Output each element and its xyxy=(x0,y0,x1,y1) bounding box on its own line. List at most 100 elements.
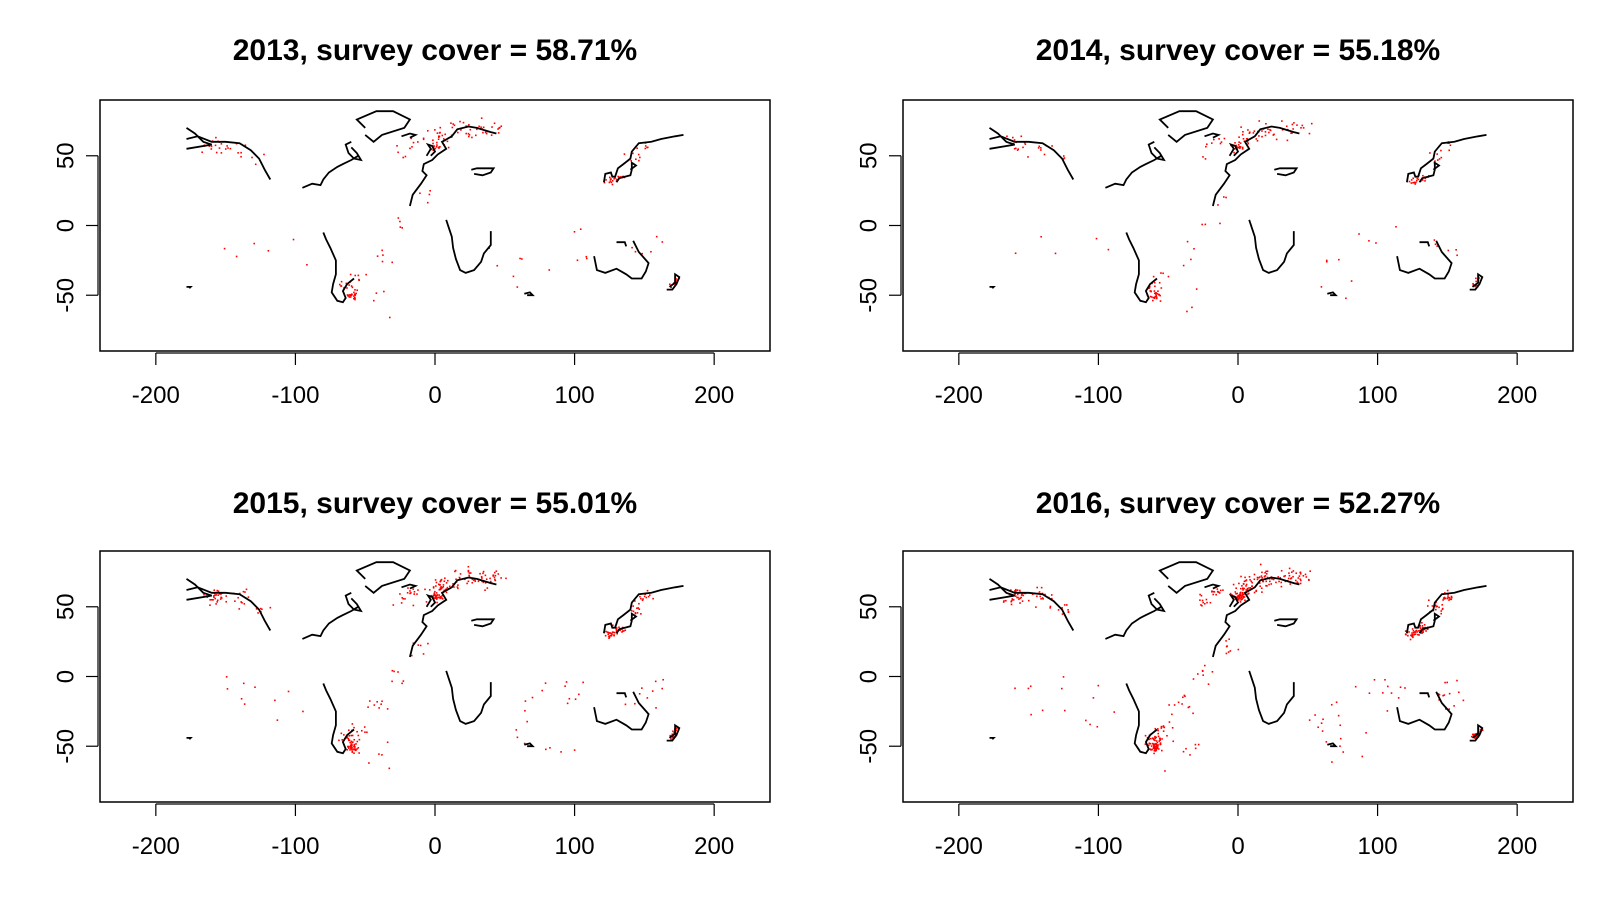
survey-point xyxy=(1040,586,1043,589)
survey-point xyxy=(484,131,487,134)
survey-point xyxy=(1350,280,1353,282)
y-tick-label: -50 xyxy=(856,278,883,313)
survey-point xyxy=(443,580,446,583)
survey-point xyxy=(439,580,442,583)
survey-point xyxy=(1236,596,1239,598)
survey-point xyxy=(1249,587,1252,589)
survey-point xyxy=(1412,631,1415,634)
survey-point xyxy=(1415,181,1417,184)
survey-point xyxy=(1325,259,1328,262)
survey-point xyxy=(1440,149,1442,152)
survey-point xyxy=(444,133,447,136)
survey-point xyxy=(1444,681,1446,684)
survey-point xyxy=(240,697,243,700)
survey-point xyxy=(219,598,222,600)
survey-point xyxy=(274,699,276,702)
survey-point xyxy=(632,605,634,607)
survey-point xyxy=(1199,599,1201,601)
x-tick-label: -100 xyxy=(1074,833,1122,860)
survey-point xyxy=(251,156,253,159)
survey-point xyxy=(434,597,437,600)
survey-point xyxy=(1067,609,1069,611)
survey-point xyxy=(1412,181,1414,184)
survey-point xyxy=(422,653,425,655)
survey-point xyxy=(1297,577,1300,579)
survey-point xyxy=(655,707,657,709)
survey-point xyxy=(1191,306,1193,309)
coastline xyxy=(1419,241,1431,247)
survey-point xyxy=(424,588,426,591)
survey-point xyxy=(1277,576,1280,578)
survey-point xyxy=(621,631,623,633)
survey-point xyxy=(1245,579,1248,581)
survey-point xyxy=(1157,728,1159,730)
coastline xyxy=(401,583,419,590)
survey-point xyxy=(378,707,380,709)
survey-point xyxy=(432,586,435,589)
survey-point xyxy=(578,693,580,696)
survey-point xyxy=(615,178,618,181)
survey-point xyxy=(1472,283,1475,286)
survey-point xyxy=(302,710,304,713)
survey-point xyxy=(480,117,483,119)
survey-point xyxy=(1248,132,1251,134)
survey-point xyxy=(1470,735,1473,738)
survey-point xyxy=(1223,196,1225,198)
survey-point xyxy=(1250,580,1253,583)
survey-point xyxy=(1421,626,1424,629)
survey-point xyxy=(348,296,351,298)
survey-point xyxy=(576,259,579,262)
survey-point xyxy=(1151,748,1153,751)
survey-point xyxy=(381,249,383,252)
coastline xyxy=(445,670,492,725)
x-axis: -200 -100 0 100 200 xyxy=(132,352,734,409)
survey-point xyxy=(1037,147,1040,149)
survey-point xyxy=(429,189,431,192)
survey-point xyxy=(480,126,482,128)
survey-point xyxy=(435,592,438,594)
survey-point xyxy=(381,700,383,703)
survey-point xyxy=(1067,611,1070,613)
survey-point xyxy=(608,636,611,639)
survey-point xyxy=(440,587,443,590)
survey-point xyxy=(611,179,614,182)
survey-point xyxy=(1417,178,1420,181)
survey-point xyxy=(1412,630,1415,632)
survey-point xyxy=(1234,591,1237,593)
survey-point xyxy=(1184,695,1186,698)
survey-point xyxy=(351,741,353,744)
survey-point xyxy=(1462,699,1465,702)
survey-point xyxy=(441,597,443,600)
survey-point xyxy=(1335,701,1338,704)
survey-point xyxy=(1155,743,1157,745)
survey-point xyxy=(220,596,222,599)
survey-point xyxy=(1410,634,1413,636)
survey-point xyxy=(500,125,503,128)
survey-point xyxy=(642,598,644,600)
survey-point xyxy=(1265,122,1267,125)
survey-point xyxy=(1192,678,1195,680)
survey-point xyxy=(1219,222,1221,225)
survey-point xyxy=(652,597,654,600)
survey-point xyxy=(442,585,445,588)
survey-point xyxy=(1222,589,1224,591)
survey-point xyxy=(1436,159,1439,161)
coastline xyxy=(344,140,363,162)
survey-point xyxy=(214,594,216,596)
survey-point xyxy=(1244,580,1247,582)
survey-point xyxy=(1153,745,1156,747)
survey-point xyxy=(1265,580,1268,583)
survey-point xyxy=(1204,158,1207,160)
survey-point xyxy=(1014,590,1016,593)
survey-point xyxy=(1044,593,1046,596)
chart-panel-4: 2016, survey cover = 52.27% -200 -100 0 100 2… xyxy=(856,487,1574,860)
survey-point xyxy=(1017,148,1020,150)
survey-point xyxy=(1241,585,1243,587)
survey-point xyxy=(1211,670,1214,673)
survey-point xyxy=(1006,135,1008,138)
survey-point xyxy=(1237,146,1240,149)
survey-point xyxy=(467,570,470,573)
survey-point xyxy=(477,580,480,583)
survey-point xyxy=(348,739,351,742)
survey-point xyxy=(1212,590,1215,593)
